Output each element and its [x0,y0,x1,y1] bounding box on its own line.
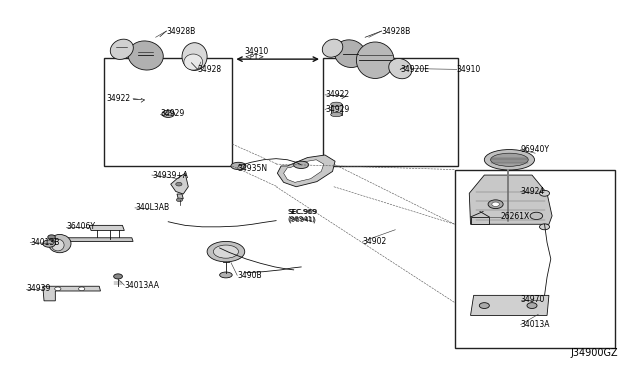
Polygon shape [89,225,124,231]
Ellipse shape [331,102,342,106]
Text: 34935N: 34935N [237,164,268,173]
Ellipse shape [182,43,207,70]
Circle shape [114,274,122,279]
Text: 3490B: 3490B [237,271,262,280]
Text: 96940Y: 96940Y [521,145,550,154]
Text: 34920E: 34920E [400,65,429,74]
Ellipse shape [323,39,343,57]
Ellipse shape [110,39,133,60]
Text: SEC.969: SEC.969 [287,209,317,215]
Circle shape [162,110,175,118]
Text: 34013AA: 34013AA [124,280,159,290]
Ellipse shape [49,234,71,253]
Circle shape [540,190,550,196]
Polygon shape [277,155,335,187]
Text: (96941): (96941) [287,215,316,222]
Circle shape [540,224,550,230]
Text: 34928: 34928 [198,65,222,74]
Text: 34929: 34929 [325,105,349,114]
Circle shape [479,303,490,308]
Text: 340L3AB: 340L3AB [135,203,169,212]
Ellipse shape [491,153,528,166]
Ellipse shape [484,150,534,170]
Text: SEC.969: SEC.969 [289,209,318,215]
Circle shape [492,202,499,206]
Text: 34922: 34922 [107,94,131,103]
Text: J34900GZ: J34900GZ [570,348,618,358]
Ellipse shape [184,54,203,70]
Bar [104,58,232,166]
Text: 34939: 34939 [26,284,51,293]
Circle shape [488,200,503,209]
Ellipse shape [213,245,239,258]
Circle shape [530,212,543,219]
Circle shape [79,287,84,291]
Bar [331,104,342,115]
Text: 34902: 34902 [363,237,387,246]
Text: 34924: 34924 [521,187,545,196]
Text: 34928B: 34928B [381,26,411,36]
Circle shape [165,112,172,116]
Text: 34929: 34929 [160,109,184,118]
Polygon shape [470,295,549,315]
Polygon shape [177,194,183,199]
Text: 34013B: 34013B [30,238,60,247]
Circle shape [176,182,182,186]
Ellipse shape [128,41,163,70]
Circle shape [54,287,61,291]
Ellipse shape [52,239,64,251]
Text: 36406Y: 36406Y [66,222,95,231]
Circle shape [48,235,55,239]
Text: 34922: 34922 [325,90,349,99]
Text: 34928B: 34928B [166,26,196,36]
Text: 34910: 34910 [244,46,269,55]
Text: 34939+A: 34939+A [152,171,188,180]
Ellipse shape [331,112,342,117]
Ellipse shape [231,162,246,170]
Ellipse shape [334,40,366,67]
Ellipse shape [388,58,412,79]
Ellipse shape [220,272,232,278]
Polygon shape [43,286,100,301]
Polygon shape [171,173,188,194]
Circle shape [43,240,55,247]
Text: 34910: 34910 [457,65,481,74]
Text: <PT>: <PT> [244,54,265,60]
Polygon shape [469,175,552,224]
Polygon shape [470,217,490,224]
Text: 26261X: 26261X [500,212,530,221]
Ellipse shape [294,161,308,169]
Polygon shape [284,160,324,182]
Ellipse shape [207,241,244,262]
Text: (96941): (96941) [289,216,317,223]
Circle shape [527,303,537,308]
Text: 34970: 34970 [521,295,545,304]
Text: 34013A: 34013A [521,320,550,329]
Ellipse shape [356,42,394,78]
Polygon shape [56,238,133,241]
Bar [455,170,615,348]
Circle shape [177,198,182,202]
Bar [323,58,458,166]
